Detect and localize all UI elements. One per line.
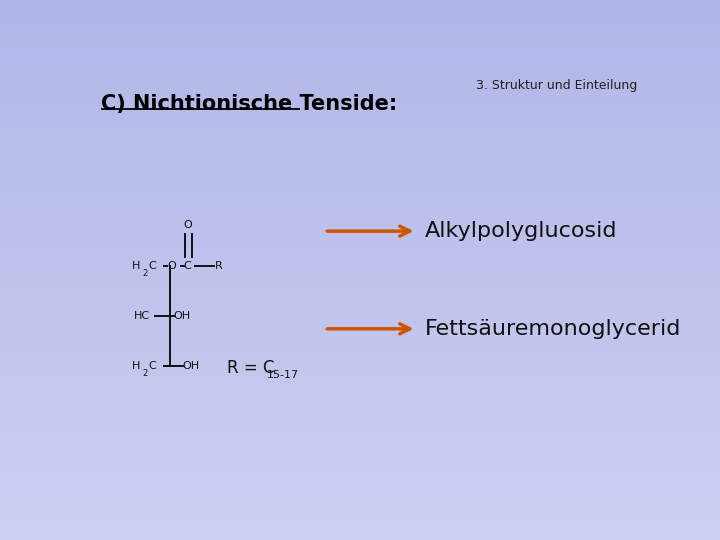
Text: R = C: R = C <box>227 359 274 377</box>
Text: C) Nichtionische Tenside:: C) Nichtionische Tenside: <box>101 94 397 114</box>
Text: OH: OH <box>183 361 199 372</box>
Text: C: C <box>148 361 156 372</box>
Text: 3. Struktur und Einteilung: 3. Struktur und Einteilung <box>476 79 637 92</box>
Text: Fettsäuremonoglycerid: Fettsäuremonoglycerid <box>425 319 681 339</box>
Text: HC: HC <box>133 312 150 321</box>
Text: 15-17: 15-17 <box>267 370 299 380</box>
Text: 2: 2 <box>142 269 147 279</box>
Text: 2: 2 <box>142 369 147 378</box>
Text: H: H <box>132 261 140 272</box>
Text: C: C <box>148 261 156 272</box>
Text: C: C <box>184 261 192 272</box>
Text: O: O <box>167 261 176 272</box>
Text: R: R <box>215 261 222 272</box>
Text: H: H <box>132 361 140 372</box>
Text: O: O <box>184 220 192 230</box>
Text: Alkylpolyglucosid: Alkylpolyglucosid <box>425 221 617 241</box>
Text: OH: OH <box>174 312 191 321</box>
